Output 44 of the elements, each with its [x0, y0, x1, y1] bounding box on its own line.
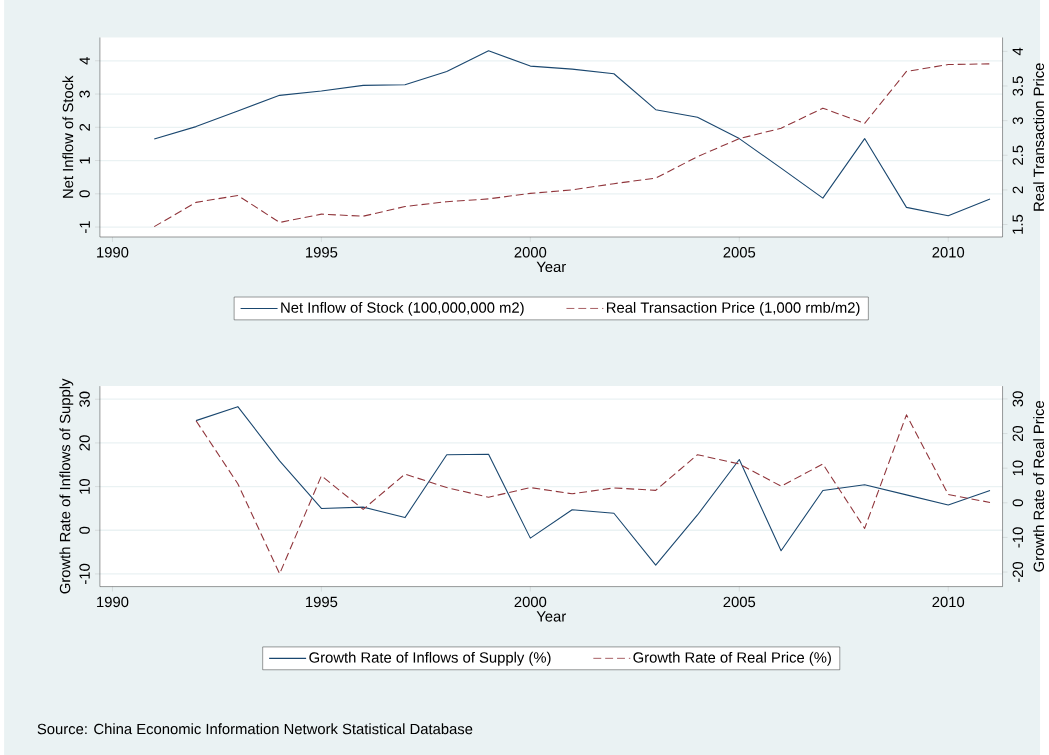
y2-tick-label: 3 [1012, 116, 1024, 124]
y2-tick-label: 4 [1012, 47, 1023, 55]
y-tick-label: 10 [79, 478, 90, 494]
y2-tick-label: 3.5 [1012, 76, 1024, 96]
y-tick-label: 0 [79, 526, 90, 534]
y2-tick-label: 10 [1012, 460, 1024, 476]
x-tick-label: 2000 [514, 246, 547, 258]
y2-tick-label: 2.5 [1012, 145, 1024, 165]
y-tick-label: 30 [79, 391, 90, 407]
x-tick-label: 1990 [97, 246, 129, 258]
x-tick-label: 2000 [514, 596, 547, 607]
legend-label: Net Inflow of Stock (100,000,000 m2) [281, 301, 524, 316]
y2-tick-label: 0 [1012, 499, 1024, 507]
y2-tick-label: 1.5 [1012, 214, 1023, 234]
y-tick-label: 4 [79, 56, 90, 65]
y2-axis-title: Real Transaction Price [1033, 63, 1045, 211]
y-tick-label: 2 [79, 123, 90, 131]
source-note: Source: China Economic Information Network Statistical Database [37, 723, 473, 734]
x-tick-label: 1995 [306, 246, 338, 258]
x-tick-label: 2010 [932, 246, 965, 258]
x-axis-title: Year [536, 611, 566, 622]
y-tick-label: 1 [79, 156, 90, 164]
y-axis-title: Net Inflow of Stock [62, 75, 74, 198]
legend-label: Growth Rate of Inflows of Supply (%) [309, 651, 551, 666]
y-axis-title: Growth Rate of Inflows of Supply [59, 378, 74, 594]
x-tick-label: 1990 [97, 596, 129, 607]
x-tick-label: 1995 [306, 596, 338, 607]
y2-tick-label: -20 [1012, 561, 1024, 582]
y-tick-label: -10 [79, 563, 90, 584]
x-tick-label: 2010 [932, 596, 965, 607]
x-tick-label: 2005 [723, 596, 756, 607]
y2-axis-title: Growth Rate of Real Price [1033, 400, 1045, 572]
y-tick-label: -1 [79, 220, 90, 233]
x-tick-label: 2005 [723, 246, 756, 258]
y2-tick-label: 30 [1012, 391, 1024, 407]
y2-tick-label: 2 [1012, 186, 1023, 194]
x-axis-title: Year [536, 261, 566, 272]
y2-tick-label: 20 [1012, 425, 1024, 441]
legend-label: Growth Rate of Real Price (%) [633, 651, 831, 666]
y2-tick-label: -10 [1012, 527, 1024, 548]
y-tick-label: 20 [79, 435, 90, 451]
y-tick-label: 3 [79, 90, 90, 98]
legend-label: Real Transaction Price (1,000 rmb/m2) [607, 301, 860, 316]
y-tick-label: 0 [79, 190, 90, 198]
